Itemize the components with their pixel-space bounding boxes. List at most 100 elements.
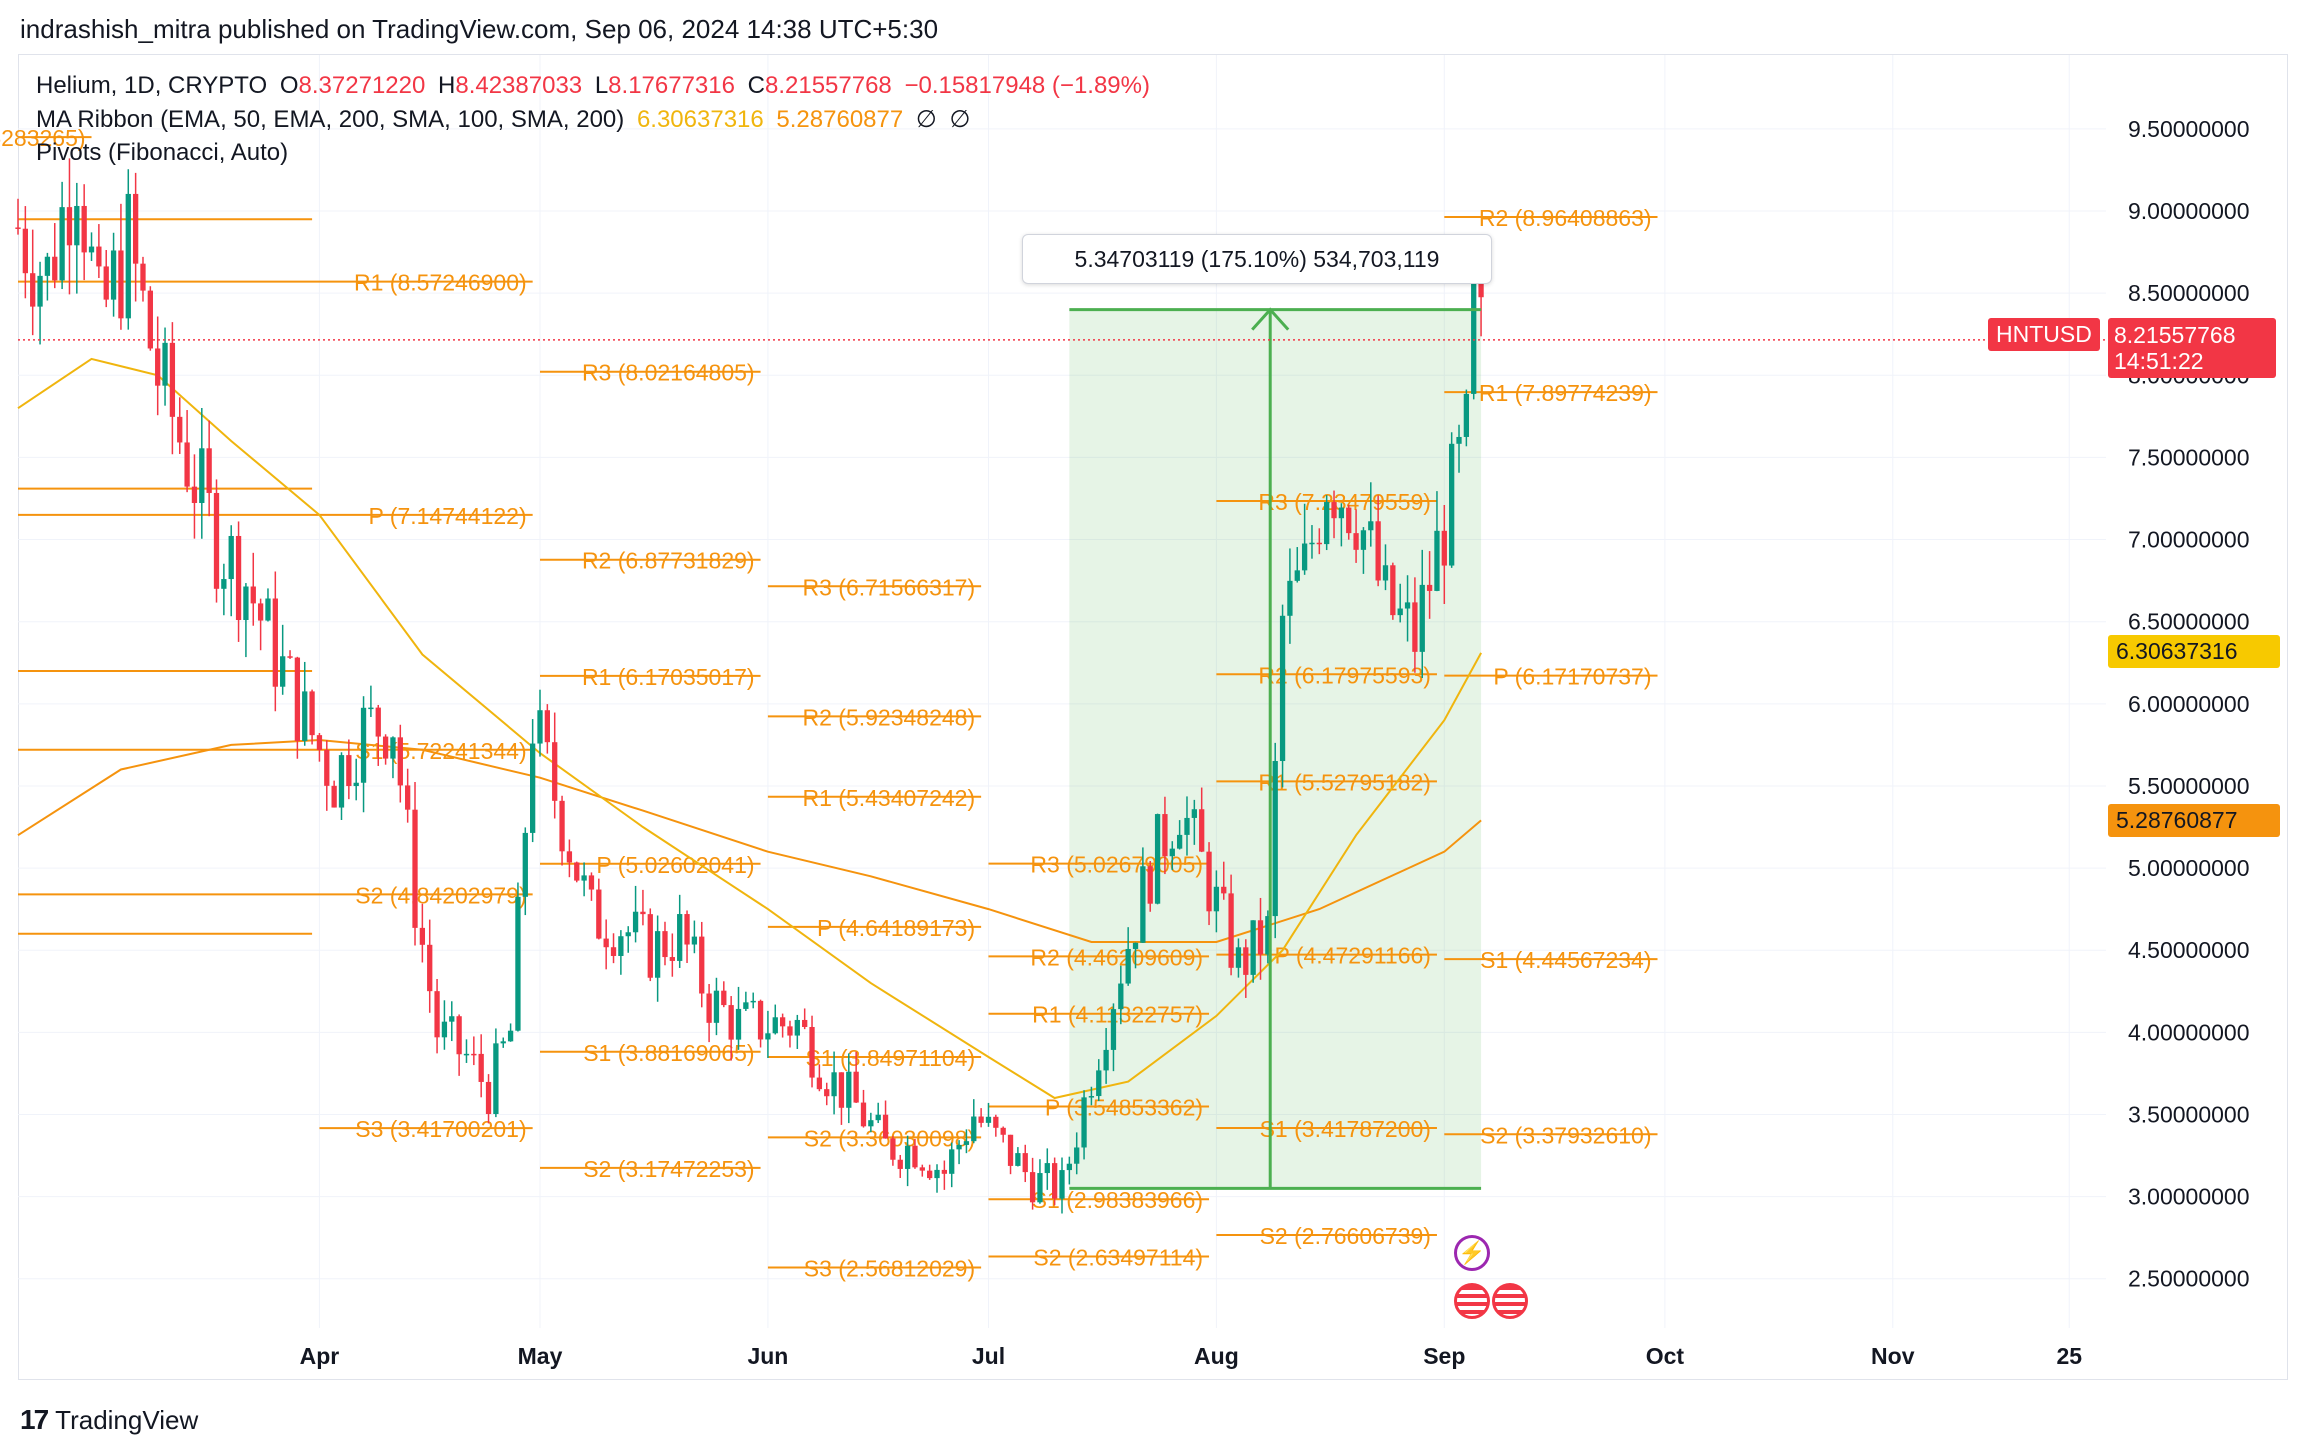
- candle-body-111: [831, 1072, 837, 1097]
- legend-ma-ribbon[interactable]: MA Ribbon (EMA, 50, EMA, 200, SMA, 100, …: [36, 105, 976, 134]
- candle-83: [625, 926, 631, 953]
- us-flag-event-icon[interactable]: [1454, 1283, 1490, 1319]
- candle-body-110: [824, 1089, 830, 1097]
- candle-114: [853, 1051, 859, 1103]
- candle-body-12: [103, 266, 109, 300]
- candle-body-67: [507, 1030, 514, 1042]
- candle-142: [1059, 1157, 1065, 1214]
- candle-25: [199, 408, 205, 539]
- candle-63: [478, 1034, 484, 1098]
- y-tick-label-5: 5.00000000: [2128, 855, 2250, 881]
- candle-body-56: [427, 944, 433, 992]
- candle-body-192: [1426, 584, 1433, 591]
- candle-154: [1147, 861, 1153, 912]
- candle-body-28: [221, 579, 227, 589]
- candle-61: [463, 1039, 470, 1063]
- candle-body-94: [706, 993, 712, 1023]
- candle-97: [728, 996, 734, 1061]
- candle-122: [912, 1139, 918, 1169]
- candle-body-146: [1088, 1096, 1095, 1098]
- candle-49: [375, 704, 381, 766]
- candle-32: [250, 552, 256, 626]
- candle-31: [243, 583, 249, 658]
- candle-body-136: [1015, 1153, 1021, 1166]
- candle-16: [132, 172, 139, 302]
- candle-85: [640, 889, 646, 926]
- candle-body-194: [1441, 530, 1447, 566]
- legend-ma-na-1: ∅: [915, 106, 937, 133]
- candle-body-54: [412, 809, 418, 928]
- candle-body-46: [353, 782, 359, 787]
- candle-body-2: [30, 273, 36, 307]
- legend-pivots-label: Pivots (Fibonacci, Auto): [36, 139, 289, 166]
- candle-body-121: [904, 1145, 911, 1169]
- candle-body-96: [721, 990, 727, 1006]
- candle-body-144: [1074, 1147, 1080, 1164]
- candle-body-97: [728, 1005, 734, 1040]
- candle-body-180: [1338, 507, 1345, 519]
- legend-pivots[interactable]: Pivots (Fibonacci, Auto): [36, 139, 294, 167]
- candle-186: [1382, 544, 1389, 591]
- candle-47: [360, 696, 367, 813]
- ma1-price-tag: 6.30637316: [2108, 635, 2280, 668]
- candle-172: [1279, 604, 1286, 788]
- candle-body-90: [677, 914, 683, 961]
- candle-body-150: [1118, 983, 1124, 1010]
- lightning-event-icon[interactable]: ⚡: [1454, 1235, 1490, 1271]
- candle-109: [816, 1064, 823, 1092]
- candle-body-158: [1176, 834, 1183, 849]
- candle-body-152: [1132, 942, 1139, 949]
- candle-148: [1103, 1028, 1109, 1084]
- candle-body-188: [1397, 608, 1403, 616]
- us-flag-event-icon-2[interactable]: [1492, 1283, 1528, 1319]
- tradingview-logo-icon: 17: [20, 1404, 49, 1435]
- candle-body-137: [1022, 1153, 1028, 1173]
- legend-change: −0.15817948 (−1.89%): [904, 72, 1150, 99]
- candle-body-78: [588, 875, 595, 890]
- candle-body-159: [1184, 817, 1190, 835]
- candle-93: [699, 921, 705, 1008]
- pivot-label-24: R2 (4.46209609): [1030, 944, 1203, 970]
- candle-body-173: [1287, 580, 1293, 616]
- candle-20: [162, 327, 168, 406]
- candle-body-35: [272, 598, 278, 687]
- candle-11: [96, 224, 102, 279]
- candle-body-71: [537, 710, 543, 744]
- candle-174: [1294, 547, 1300, 583]
- pivot-label-29: R3 (7.23479559): [1258, 489, 1431, 515]
- pivot-label-15: S2 (3.17472253): [583, 1156, 754, 1182]
- candle-54: [412, 782, 418, 946]
- candle-163: [1213, 870, 1220, 933]
- footer-brand[interactable]: 17 TradingView: [20, 1404, 198, 1436]
- candle-body-82: [618, 936, 624, 956]
- candle-body-95: [713, 990, 720, 1023]
- candle-43: [331, 780, 337, 808]
- candle-body-107: [802, 1019, 808, 1027]
- candle-body-24: [191, 486, 198, 504]
- candle-body-168: [1250, 920, 1256, 975]
- candle-0: [15, 198, 21, 235]
- candle-body-7: [66, 207, 73, 246]
- candle-body-119: [890, 1138, 896, 1160]
- pivot-label-11: R2 (6.87731829): [582, 548, 755, 574]
- x-tick-label-5: Sep: [1423, 1343, 1465, 1369]
- candle-197: [1463, 389, 1470, 447]
- candle-167: [1243, 939, 1249, 998]
- candle-185: [1375, 495, 1381, 587]
- candle-body-106: [794, 1019, 800, 1036]
- candle-body-181: [1346, 507, 1352, 534]
- pivot-label-31: R1 (5.52795182): [1258, 769, 1431, 795]
- candle-body-148: [1103, 1049, 1109, 1071]
- candle-70: [530, 719, 536, 843]
- candle-body-49: [375, 707, 381, 737]
- candle-body-172: [1279, 615, 1286, 762]
- candle-body-164: [1221, 886, 1227, 894]
- candle-27: [213, 479, 220, 603]
- candle-body-87: [654, 931, 661, 978]
- pivot-label-32: P (4.47291166): [1275, 943, 1431, 969]
- candle-106: [794, 1014, 800, 1049]
- candle-body-32: [250, 586, 256, 604]
- candle-body-176: [1309, 542, 1315, 545]
- candle-84: [632, 885, 639, 943]
